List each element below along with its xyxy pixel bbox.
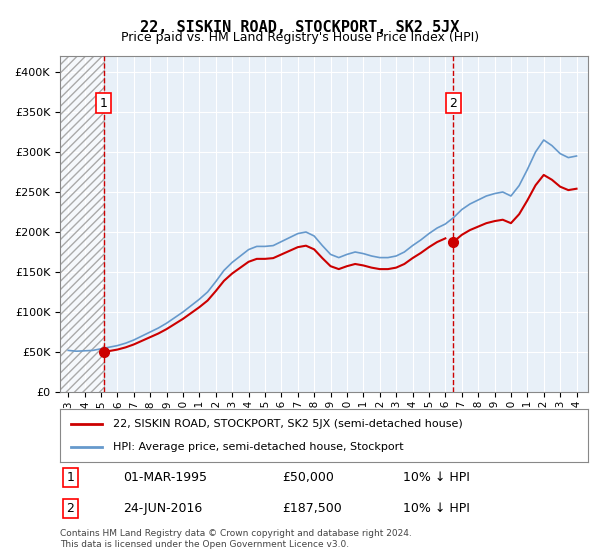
Text: 1: 1 [100, 96, 108, 110]
Text: £187,500: £187,500 [282, 502, 341, 515]
Text: 10% ↓ HPI: 10% ↓ HPI [403, 471, 470, 484]
Text: 01-MAR-1995: 01-MAR-1995 [124, 471, 208, 484]
Bar [60, 56, 104, 392]
Text: Contains HM Land Registry data © Crown copyright and database right 2024.
This d: Contains HM Land Registry data © Crown c… [60, 529, 412, 549]
Text: 1: 1 [67, 471, 74, 484]
Text: 10% ↓ HPI: 10% ↓ HPI [403, 502, 470, 515]
Text: 2: 2 [449, 96, 457, 110]
Bar [60, 56, 104, 392]
Text: £50,000: £50,000 [282, 471, 334, 484]
Text: HPI: Average price, semi-detached house, Stockport: HPI: Average price, semi-detached house,… [113, 442, 403, 452]
Text: 22, SISKIN ROAD, STOCKPORT, SK2 5JX (semi-detached house): 22, SISKIN ROAD, STOCKPORT, SK2 5JX (sem… [113, 419, 463, 429]
Text: 22, SISKIN ROAD, STOCKPORT, SK2 5JX: 22, SISKIN ROAD, STOCKPORT, SK2 5JX [140, 20, 460, 35]
Text: 2: 2 [67, 502, 74, 515]
Text: Price paid vs. HM Land Registry's House Price Index (HPI): Price paid vs. HM Land Registry's House … [121, 31, 479, 44]
Text: 24-JUN-2016: 24-JUN-2016 [124, 502, 203, 515]
